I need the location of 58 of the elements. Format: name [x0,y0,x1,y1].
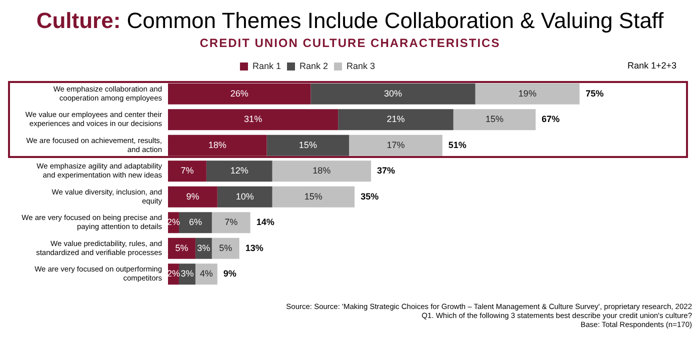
bar [272,186,355,208]
data-label: 31% [244,114,262,124]
legend-label: Rank 2 [299,60,328,71]
bar [212,212,250,234]
data-label: 26% [230,88,248,98]
data-label: 15% [304,191,322,202]
bar [310,83,476,104]
chart-title: Culture: Common Themes Include Collaboration & Valuing Staff [35,8,665,34]
total-label: 51% [448,140,466,150]
bar [272,160,372,182]
bar [168,109,338,130]
data-label: 4% [200,268,213,279]
total-label: 14% [256,217,274,228]
data-label: 15% [298,140,317,150]
data-label: 10% [236,191,254,202]
data-label: 19% [518,88,536,98]
bar [168,238,196,259]
data-label: 30% [384,88,402,98]
data-label: 5% [175,242,188,253]
data-label: 12% [230,166,248,176]
bar [168,160,206,182]
bar [195,264,218,285]
data-label: 21% [386,114,405,124]
text: Rank 1+2+3 [627,60,677,70]
chart-subtitle: CREDIT UNION CULTURE CHARACTERISTICS [198,36,502,50]
data-label: 7% [180,166,194,176]
total-label: 9% [223,268,236,279]
legend-label: Rank 1 [252,60,282,71]
bar [475,83,580,104]
bar [217,186,272,208]
bar [168,186,218,208]
bar [212,238,240,259]
bar [338,109,454,130]
bar [168,134,267,156]
data-label: 18% [312,166,331,176]
total-label: 37% [377,166,396,176]
data-label: 3% [180,268,194,279]
data-label: 6% [188,217,202,228]
total-label: 35% [360,191,379,202]
bar [453,109,536,130]
data-label: 2% [166,268,180,279]
data-label: 15% [486,114,504,124]
data-label: 17% [386,140,405,150]
data-label: 2% [166,217,180,228]
total-label: 67% [542,114,560,124]
data-label: 5% [219,242,232,253]
data-label: 7% [224,217,238,228]
bar [349,134,442,156]
data-label: 9% [186,191,200,202]
bar [266,134,350,156]
data-label: 3% [197,242,210,253]
total-label: 13% [245,242,264,253]
total-label: 75% [586,88,604,98]
bar [206,160,272,182]
bar [178,212,212,234]
data-label: 18% [208,140,226,150]
bar [168,83,311,104]
legend-label: Rank 3 [346,60,376,71]
